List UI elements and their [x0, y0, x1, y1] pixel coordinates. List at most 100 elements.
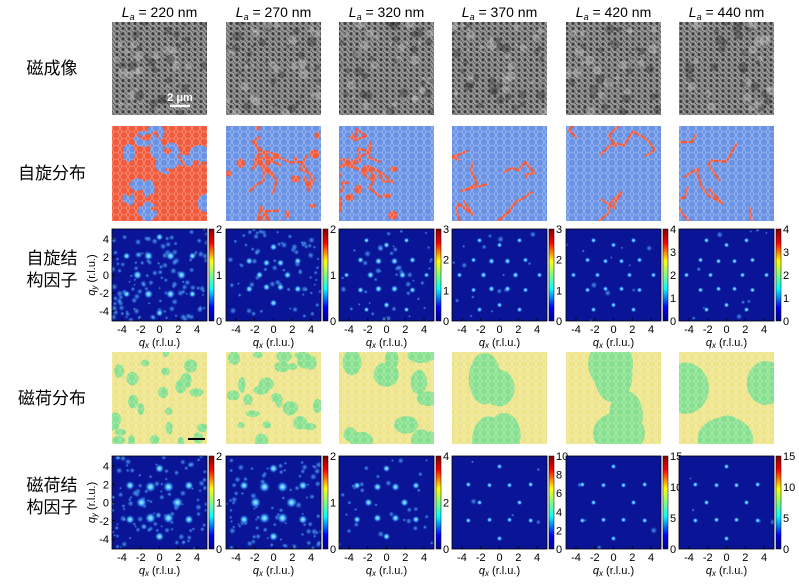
- colorbar-tick-label: 2: [330, 224, 336, 236]
- colorbar-tick-label: 1: [216, 270, 222, 282]
- spin-distribution-panel-2: [226, 126, 321, 221]
- x-tick-label: 0: [723, 552, 729, 564]
- colorbar: [208, 455, 215, 550]
- x-tick-label: 2: [515, 552, 521, 564]
- x-tick-label: -4: [457, 552, 467, 564]
- colorbar-tick-label: 0: [670, 316, 676, 328]
- charge-distribution-panel-6: [679, 352, 774, 444]
- y-tick-label: -4: [99, 306, 109, 318]
- colorbar-tick-label: 2: [443, 498, 449, 510]
- charge-structure-factor-panel-5: [566, 456, 661, 549]
- x-tick-label: 2: [629, 324, 635, 336]
- x-tick-label: -2: [250, 552, 260, 564]
- x-tick-label: -4: [344, 324, 354, 336]
- colorbar: [775, 455, 782, 550]
- colorbar-tick-label: 1: [216, 498, 222, 510]
- row-label-spin-distribution: 自旋分布: [18, 164, 86, 184]
- spin-structure-factor-panel-1: [112, 229, 207, 321]
- spin-structure-factor-panel-3: [339, 229, 434, 321]
- x-axis-label: qx (r.l.u.): [479, 337, 520, 350]
- x-axis-label: qx (r.l.u.): [479, 565, 520, 578]
- x-axis-label: qx (r.l.u.): [366, 337, 407, 350]
- x-tick-label: -2: [703, 552, 713, 564]
- y-tick-label: -4: [99, 534, 109, 546]
- x-tick-label: -4: [571, 324, 581, 336]
- colorbar-tick-label: 2: [443, 255, 449, 267]
- spin-structure-factor-panel-4: [452, 229, 547, 321]
- spin-structure-factor-panel-6: [679, 229, 774, 321]
- colorbar-tick-label: 0: [556, 544, 562, 556]
- colorbar-tick-label: 3: [783, 247, 789, 259]
- x-tick-label: 4: [194, 324, 200, 336]
- magnetic-image-panel-3: [339, 22, 434, 115]
- x-tick-label: 2: [629, 552, 635, 564]
- x-tick-label: -4: [117, 324, 127, 336]
- x-tick-label: 4: [421, 324, 427, 336]
- colorbar: [435, 228, 442, 322]
- spin-distribution-panel-6: [679, 126, 774, 221]
- x-axis-label: qx (r.l.u.): [593, 337, 634, 350]
- colorbar-tick-label: 1: [443, 285, 449, 297]
- row-label-charge-structure-factor: 磁荷结构因子: [27, 476, 78, 518]
- magnetic-image-panel-5: [566, 22, 661, 115]
- y-tick-label: 2: [103, 479, 109, 491]
- colorbar: [435, 455, 442, 550]
- x-tick-label: 0: [496, 552, 502, 564]
- colorbar: [208, 228, 215, 322]
- x-tick-label: 0: [496, 324, 502, 336]
- x-tick-label: -2: [476, 324, 486, 336]
- colorbar: [322, 455, 329, 550]
- x-tick-label: 0: [270, 552, 276, 564]
- colorbar-tick-label: 4: [783, 224, 789, 236]
- y-tick-label: -2: [99, 516, 109, 528]
- x-axis-label: qx (r.l.u.): [706, 337, 747, 350]
- column-heading-2: La = 270 nm: [236, 4, 311, 22]
- spin-distribution-panel-4: [452, 126, 547, 221]
- colorbar-tick-label: 10: [783, 482, 795, 494]
- x-axis-label: qx (r.l.u.): [253, 565, 294, 578]
- colorbar-tick-label: 0: [443, 544, 449, 556]
- x-tick-label: -4: [344, 552, 354, 564]
- colorbar-tick-label: 0: [216, 316, 222, 328]
- y-tick-label: 0: [103, 270, 109, 282]
- x-tick-label: 4: [761, 552, 767, 564]
- x-tick-label: -2: [136, 552, 146, 564]
- colorbar-tick-label: 6: [556, 488, 562, 500]
- colorbar-tick-label: 0: [783, 544, 789, 556]
- magnetic-image-panel-6: [679, 22, 774, 115]
- colorbar-tick-label: 4: [670, 224, 676, 236]
- colorbar-tick-label: 0: [670, 544, 676, 556]
- x-tick-label: -4: [231, 324, 241, 336]
- x-axis-label: qx (r.l.u.): [253, 337, 294, 350]
- x-tick-label: 4: [534, 552, 540, 564]
- colorbar-tick-label: 2: [216, 224, 222, 236]
- colorbar-tick-label: 0: [556, 316, 562, 328]
- x-tick-label: 2: [402, 552, 408, 564]
- spin-structure-factor-panel-5: [566, 229, 661, 321]
- spin-structure-factor-panel-2: [226, 229, 321, 321]
- x-tick-label: 2: [175, 552, 181, 564]
- spin-distribution-panel-3: [339, 126, 434, 221]
- charge-structure-factor-panel-3: [339, 456, 434, 549]
- x-tick-label: 0: [383, 552, 389, 564]
- x-tick-label: 0: [156, 552, 162, 564]
- x-axis-label: qx (r.l.u.): [366, 565, 407, 578]
- magnetic-image-panel-4: [452, 22, 547, 115]
- colorbar-tick-label: 1: [556, 285, 562, 297]
- x-tick-label: -2: [250, 324, 260, 336]
- x-tick-label: -4: [571, 552, 581, 564]
- spin-distribution-panel-5: [566, 126, 661, 221]
- y-tick-label: 4: [103, 461, 109, 473]
- magnetic-image-panel-1: [112, 22, 207, 115]
- x-tick-label: -4: [231, 552, 241, 564]
- colorbar-tick-label: 3: [556, 224, 562, 236]
- charge-distribution-panel-1: [112, 352, 207, 444]
- colorbar-tick-label: 0: [783, 316, 789, 328]
- colorbar-tick-label: 1: [783, 293, 789, 305]
- x-tick-label: -2: [136, 324, 146, 336]
- colorbar-tick-label: 1: [330, 498, 336, 510]
- colorbar-tick-label: 0: [330, 544, 336, 556]
- charge-structure-factor-panel-4: [452, 456, 547, 549]
- charge-distribution-panel-4: [452, 352, 547, 444]
- x-tick-label: 0: [156, 324, 162, 336]
